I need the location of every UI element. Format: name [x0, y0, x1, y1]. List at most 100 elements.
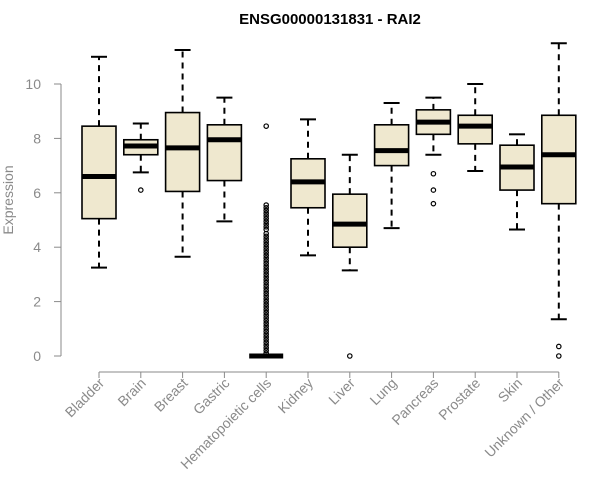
outlier-point — [263, 249, 270, 256]
outlier-point — [263, 241, 270, 248]
outlier-point — [263, 230, 270, 237]
box-body — [373, 124, 410, 167]
outlier-point — [263, 304, 270, 310]
box-body — [331, 193, 368, 249]
box-pancreas — [415, 96, 452, 207]
outlier-point — [263, 306, 270, 313]
x-tick-label: Unknown / Other — [481, 375, 567, 461]
outlier-point — [263, 336, 270, 343]
outlier-point — [263, 247, 270, 253]
outlier-point — [555, 343, 562, 350]
x-tick-label: Prostate — [435, 375, 483, 423]
outlier-point — [263, 263, 270, 270]
outlier-point — [263, 123, 270, 129]
outlier-point — [263, 317, 270, 324]
x-tick-label: Lung — [366, 375, 399, 408]
outlier-point — [263, 238, 270, 245]
outlier-point — [263, 215, 270, 222]
y-axis-label: Expression — [0, 165, 16, 234]
outlier-point — [263, 320, 270, 327]
outlier-point — [263, 274, 270, 280]
outlier-point — [263, 260, 270, 267]
outlier-point — [263, 282, 270, 289]
outlier-point — [263, 342, 270, 348]
box-body — [81, 125, 117, 220]
outlier-point — [263, 315, 270, 321]
box-kidney — [290, 118, 326, 257]
box-lung — [373, 102, 410, 230]
outlier-point — [263, 331, 270, 338]
outlier-point — [263, 236, 270, 242]
outlier-point — [263, 301, 270, 308]
box-bladder — [81, 55, 117, 269]
box-body — [206, 124, 243, 182]
outlier-point — [263, 290, 270, 297]
outlier-point — [263, 221, 270, 227]
outlier-point — [263, 298, 270, 305]
outlier-point — [263, 339, 270, 346]
outlier-point — [263, 279, 270, 286]
outlier-point — [263, 202, 270, 208]
outlier-point — [263, 244, 270, 251]
outlier-point — [138, 187, 144, 193]
box-breast — [164, 49, 201, 258]
outlier-point — [430, 187, 437, 193]
outlier-point — [263, 277, 270, 283]
outlier-point — [263, 350, 270, 357]
outlier-point — [555, 353, 562, 359]
y-tick-label: 2 — [33, 294, 41, 310]
outlier-point — [263, 207, 270, 214]
outlier-point — [263, 345, 270, 351]
outlier-point — [263, 296, 270, 302]
y-tick-label: 6 — [33, 185, 41, 201]
y-tick-label: 4 — [33, 239, 41, 255]
outlier-point — [263, 255, 270, 261]
outlier-point — [263, 285, 270, 291]
outlier-point — [263, 213, 270, 219]
outlier-point — [263, 257, 270, 264]
x-tick-label: Kidney — [275, 375, 317, 417]
box-body — [457, 114, 494, 145]
outlier-point — [263, 233, 270, 240]
outlier-point — [263, 287, 270, 294]
y-tick-label: 10 — [25, 76, 41, 92]
outlier-point — [263, 268, 270, 275]
box-body — [164, 111, 201, 193]
box-liver — [331, 153, 368, 359]
box-unknown-other — [540, 42, 577, 359]
outlier-point — [263, 210, 270, 217]
boxes-group — [81, 42, 577, 359]
outlier-point — [263, 204, 270, 211]
box-body — [540, 114, 577, 205]
chart-title: ENSG00000131831 - RAI2 — [239, 11, 421, 28]
box-brain — [123, 122, 159, 193]
box-hematopoietic-cells — [249, 123, 284, 359]
y-tick-label: 0 — [33, 348, 41, 364]
box-prostate — [457, 83, 494, 173]
outlier-point — [263, 224, 270, 230]
outlier-point — [263, 252, 270, 259]
x-tick-label: Liver — [325, 375, 358, 408]
outlier-point — [263, 323, 270, 329]
box-skin — [499, 133, 535, 231]
outlier-point — [263, 347, 270, 354]
y-tick-label: 8 — [33, 130, 41, 146]
x-tick-label: Bladder — [62, 375, 108, 421]
outlier-point — [430, 170, 437, 177]
outlier-point — [263, 312, 270, 319]
x-tick-label: Breast — [151, 375, 191, 415]
outlier-point — [263, 328, 270, 335]
outlier-point — [263, 325, 270, 332]
x-tick-label: Skin — [495, 375, 526, 406]
outlier-point — [263, 293, 270, 299]
outlier-point — [263, 266, 270, 272]
y-axis: 0 2 4 6 8 10 — [25, 76, 62, 364]
outlier-point — [263, 309, 270, 316]
outlier-point — [263, 218, 270, 225]
outlier-point — [263, 334, 270, 340]
outlier-point — [346, 353, 353, 359]
x-tick-label: Brain — [114, 375, 148, 409]
box-gastric — [206, 96, 243, 223]
